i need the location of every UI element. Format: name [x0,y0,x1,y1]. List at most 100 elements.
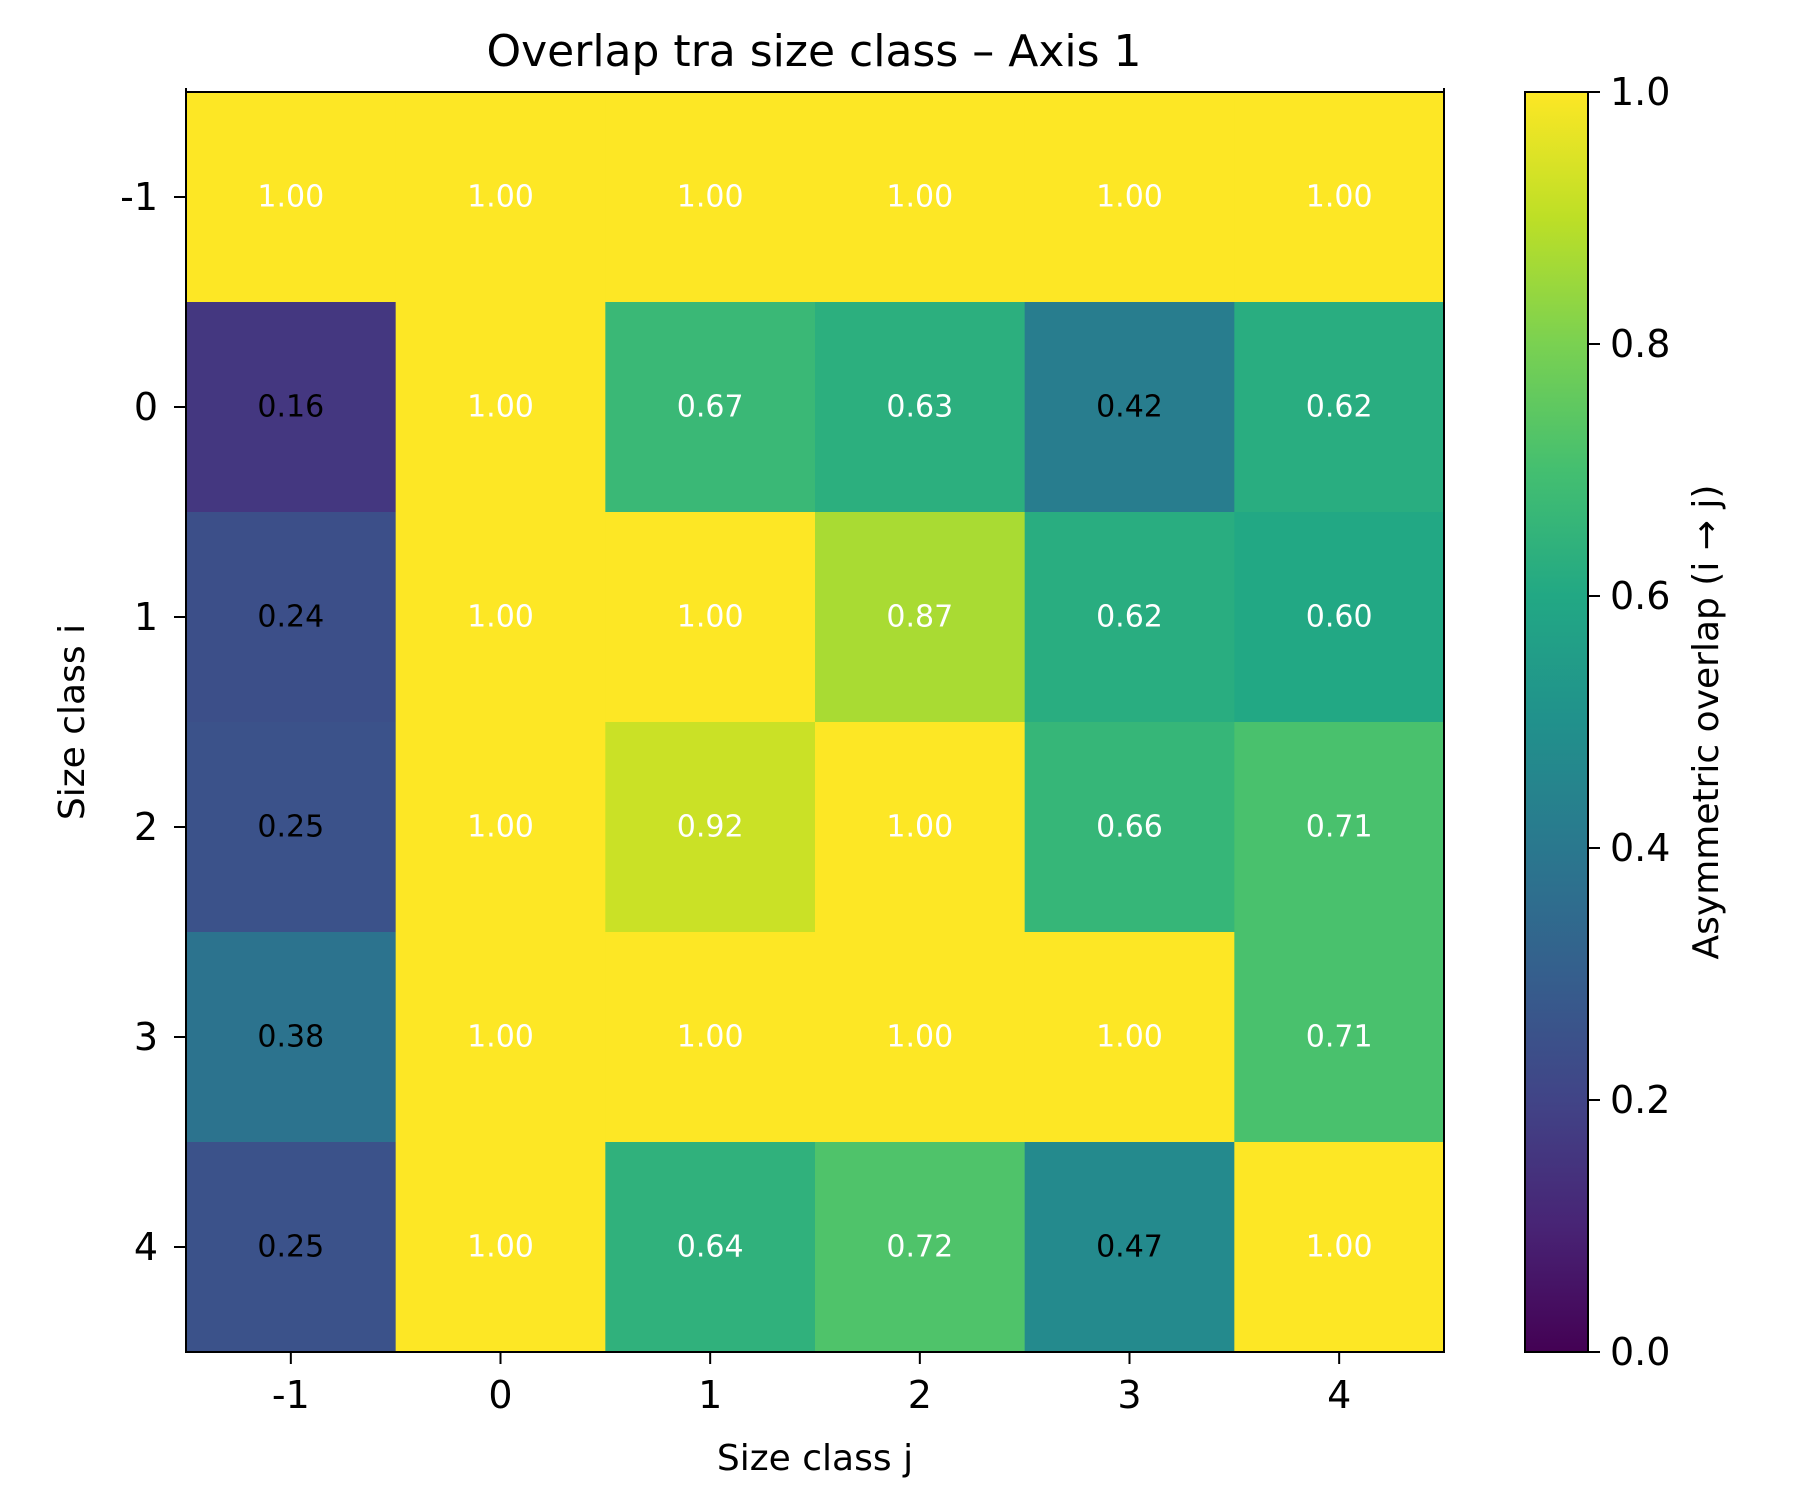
heatmap-cell-r1-c5 [1234,302,1445,513]
heatmap-cell-r2-c5 [1234,512,1445,723]
heatmap-cell-r1-c1 [395,302,606,513]
heatmap-cell-r4-c3 [815,932,1026,1143]
cell-value-label-r4-c5: 0.71 [1306,1020,1373,1055]
heatmap-cell-r3-c5 [1234,722,1445,933]
y-tick-label-4: 3 [134,1015,158,1059]
heatmap-cell-r0-c0 [186,92,397,303]
heatmap-cell-r2-c3 [815,512,1026,723]
colorbar-tick-label-5: 1.0 [1610,70,1670,114]
heatmap-cell-r2-c4 [1024,512,1235,723]
heatmap-cell-r1-c4 [1024,302,1235,513]
y-tick-label-0: -1 [120,175,158,219]
cell-value-label-r0-c3: 1.00 [886,180,953,215]
colorbar-tick-label-2: 0.4 [1610,826,1670,870]
heatmap-cell-r0-c5 [1234,92,1445,303]
heatmap-cell-r4-c5 [1234,932,1445,1143]
heatmap-cell-r4-c2 [605,932,816,1143]
cell-value-label-r2-c4: 0.62 [1096,600,1163,635]
colorbar-tick-label-3: 0.6 [1610,574,1670,618]
cell-value-label-r5-c4: 0.47 [1096,1230,1163,1265]
chart-title: Overlap tra size class – Axis 1 [487,26,1142,77]
y-tick-label-3: 2 [134,805,158,849]
heatmap-cell-r0-c3 [815,92,1026,303]
y-axis-label: Size class i [52,624,93,820]
cell-value-label-r4-c4: 1.00 [1096,1020,1163,1055]
x-tick-label-0: -1 [272,1373,310,1417]
cell-value-label-r5-c5: 1.00 [1306,1230,1373,1265]
colorbar-tick-label-1: 0.2 [1610,1078,1670,1122]
cell-value-label-r3-c4: 0.66 [1096,810,1163,845]
heatmap-cell-r4-c1 [395,932,606,1143]
heatmap-cell-labels: 1.00 1.00 1.00 1.00 1.00 1.00 0.16 1.00 0.67 0.63… [257,180,1372,1265]
cell-value-label-r4-c2: 1.00 [677,1020,744,1055]
x-axis-label: Size class j [717,1438,913,1479]
heatmap-cell-r3-c0 [186,722,397,933]
colorbar-label: Asymmetric overlap (i → j) [1686,485,1727,960]
cell-value-label-r3-c0: 0.25 [257,810,324,845]
heatmap-cell-r5-c4 [1024,1142,1235,1353]
plot-frame [185,91,1445,1353]
heatmap-cell-r1-c0 [186,302,397,513]
cell-value-label-r0-c5: 1.00 [1306,180,1373,215]
heatmap-cell-r3-c4 [1024,722,1235,933]
cell-value-label-r3-c3: 1.00 [886,810,953,845]
cell-value-label-r3-c1: 1.00 [467,810,534,845]
y-tick-label-5: 4 [134,1225,158,1269]
heatmap-cell-r5-c3 [815,1142,1026,1353]
x-tick-label-1: 0 [488,1373,512,1417]
cell-value-label-r0-c1: 1.00 [467,180,534,215]
heatmap-cell-r0-c1 [395,92,606,303]
cell-value-label-r2-c0: 0.24 [257,600,324,635]
heatmap-cell-r5-c0 [186,1142,397,1353]
y-axis-ticks: -1 0 1 2 3 4 [120,175,186,1269]
heatmap-cell-r5-c1 [395,1142,606,1353]
colorbar-tick-label-4: 0.8 [1610,322,1670,366]
heatmap-cell-r2-c2 [605,512,816,723]
cell-value-label-r4-c3: 1.00 [886,1020,953,1055]
x-tick-label-4: 3 [1117,1373,1141,1417]
cell-value-label-r4-c1: 1.00 [467,1020,534,1055]
heatmap-cell-r5-c5 [1234,1142,1445,1353]
heatmap-cell-r2-c1 [395,512,606,723]
colorbar [1524,91,1589,1353]
heatmap-cell-r3-c3 [815,722,1026,933]
heatmap-cell-r1-c2 [605,302,816,513]
heatmap-cell-r0-c4 [1024,92,1235,303]
cell-value-label-r0-c0: 1.00 [257,180,324,215]
heatmap-cell-r1-c3 [815,302,1026,513]
cell-value-label-r3-c5: 0.71 [1306,810,1373,845]
colorbar-ticks: 0.0 0.2 0.4 0.6 0.8 1.0 [1588,70,1670,1374]
heatmap-cell-r5-c2 [605,1142,816,1353]
cell-value-label-r2-c1: 1.00 [467,600,534,635]
y-tick-label-2: 1 [134,595,158,639]
cell-value-label-r5-c0: 0.25 [257,1230,324,1265]
cell-value-label-r4-c0: 0.38 [257,1020,324,1055]
x-tick-label-2: 1 [698,1373,722,1417]
cell-value-label-r5-c1: 1.00 [467,1230,534,1265]
heatmap-cell-r3-c2 [605,722,816,933]
cell-value-label-r5-c3: 0.72 [886,1230,953,1265]
cell-value-label-r5-c2: 0.64 [677,1230,744,1265]
cell-value-label-r1-c3: 0.63 [886,390,953,425]
x-axis-ticks: -1 0 1 2 3 4 [185,88,1445,1417]
heatmap-cell-r4-c0 [186,932,397,1143]
cell-value-label-r0-c2: 1.00 [677,180,744,215]
x-tick-label-3: 2 [908,1373,932,1417]
cell-value-label-r2-c5: 0.60 [1306,600,1373,635]
cell-value-label-r1-c4: 0.42 [1096,390,1163,425]
cell-value-label-r1-c1: 1.00 [467,390,534,425]
cell-value-label-r1-c2: 0.67 [677,390,744,425]
x-tick-label-5: 4 [1327,1373,1351,1417]
cell-value-label-r1-c0: 0.16 [257,390,324,425]
colorbar-tick-label-0: 0.0 [1610,1330,1670,1374]
cell-value-label-r2-c3: 0.87 [886,600,953,635]
heatmap-cell-r3-c1 [395,722,606,933]
cell-value-label-r2-c2: 1.00 [677,600,744,635]
heatmap-cell-r0-c2 [605,92,816,303]
cell-value-label-r1-c5: 0.62 [1306,390,1373,425]
heatmap-cell-r4-c4 [1024,932,1235,1143]
cell-value-label-r3-c2: 0.92 [677,810,744,845]
heatmap-cells [186,92,1445,1353]
y-tick-label-1: 0 [134,385,158,429]
